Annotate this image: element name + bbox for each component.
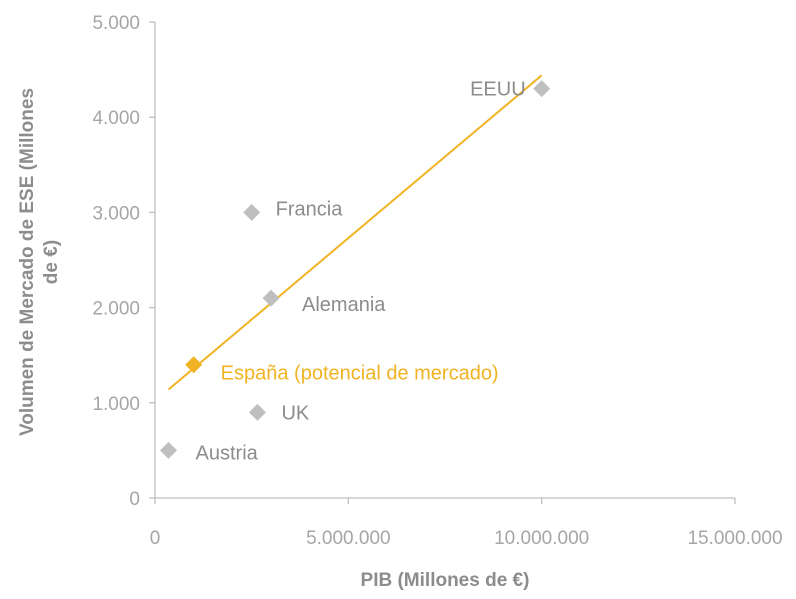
axis-titles: PIB (Millones de €) Volumen de Mercado de… (17, 88, 529, 591)
trendline (167, 74, 543, 391)
y-tick-label: 0 (129, 489, 140, 510)
y-tick-label: 2.000 (92, 299, 140, 320)
label-eeuu: EEUU (470, 79, 526, 101)
x-tick-label: 15.000.000 (687, 528, 782, 549)
y-axis-title-line: de €) (41, 240, 62, 284)
point-alemania (262, 289, 280, 307)
point-austria (160, 441, 178, 459)
y-tick-label: 4.000 (92, 108, 140, 129)
axes: 0 1.000 2.000 3.000 4.000 5.000 0 5.000.000 10.0… (92, 13, 782, 549)
data-points (160, 80, 551, 459)
x-tick-label: 5.000.000 (306, 528, 391, 549)
label-austria: Austria (196, 442, 259, 464)
x-tick-label: 0 (150, 528, 161, 549)
point-eeuu (533, 80, 551, 98)
label-espa-a-potencial-de-mercado: España (potencial de mercado) (221, 363, 499, 385)
trendline-group (167, 74, 543, 391)
point-labels: EEUU Francia Alemania España (potencial de … (196, 79, 526, 465)
label-uk: UK (281, 402, 309, 424)
y-tick-label: 3.000 (92, 203, 140, 224)
y-axis-title: Volumen de Mercado de ESE (Millones de €) (17, 88, 62, 436)
point-uk (248, 403, 266, 421)
label-francia: Francia (276, 198, 344, 220)
label-alemania: Alemania (302, 294, 386, 316)
x-tick-label: 10.000.000 (494, 528, 589, 549)
x-axis-title: PIB (Millones de €) (361, 570, 530, 591)
y-tick-label: 1.000 (92, 394, 140, 415)
y-axis-title-line: Volumen de Mercado de ESE (Millones (17, 88, 38, 436)
y-tick-label: 5.000 (92, 13, 140, 34)
point-espa-a-potencial-de-mercado (185, 356, 203, 374)
point-francia (243, 203, 261, 221)
